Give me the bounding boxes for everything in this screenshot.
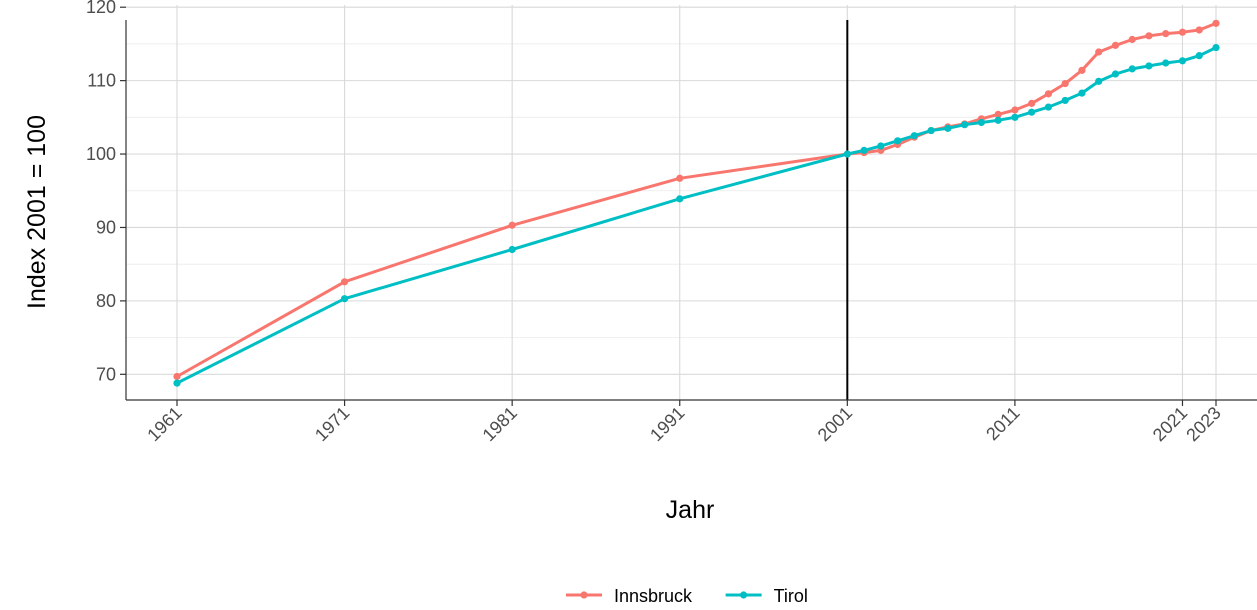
data-point	[1011, 106, 1019, 114]
legend-swatch-point	[740, 591, 748, 599]
y-tick-labels: 70 80 90 100 110 120	[86, 0, 116, 384]
data-point	[1212, 43, 1220, 52]
x-tick-label: 2011	[982, 403, 1024, 445]
data-point	[340, 295, 349, 303]
x-tick-label: 2001	[814, 403, 856, 445]
data-point	[1212, 19, 1220, 27]
data-point	[1095, 77, 1103, 85]
data-point	[910, 132, 918, 140]
data-point	[1044, 103, 1053, 111]
data-point	[1145, 62, 1153, 70]
data-point	[927, 126, 935, 135]
data-point	[1028, 99, 1036, 107]
data-point	[994, 116, 1002, 124]
y-tick-label: 80	[96, 291, 116, 311]
x-tick-label: 1961	[143, 403, 185, 445]
data-point	[1044, 90, 1053, 98]
data-point	[893, 137, 902, 145]
data-point	[977, 118, 985, 127]
x-axis-title: Jahr	[666, 496, 715, 524]
data-point	[1145, 32, 1153, 40]
data-point	[1162, 59, 1170, 67]
data-point	[1111, 70, 1120, 78]
data-point	[1195, 52, 1203, 60]
legend-label: Tirol	[774, 586, 808, 605]
y-tick-label: 100	[86, 144, 116, 164]
data-point	[1128, 35, 1136, 44]
y-axis-title: Index 2001 = 100	[23, 115, 51, 309]
data-point	[1178, 28, 1187, 36]
data-point	[1061, 79, 1069, 88]
data-point	[1028, 108, 1036, 116]
x-tick-label: 1991	[646, 403, 688, 445]
data-point	[340, 278, 349, 286]
legend-label: Innsbruck	[614, 586, 693, 605]
data-point	[1128, 65, 1136, 73]
y-tick-label: 120	[86, 0, 116, 17]
y-tick-label: 90	[96, 217, 116, 237]
legend: Innsbruck Tirol	[566, 586, 808, 606]
y-tick-label: 70	[96, 364, 116, 384]
y-tick-label: 110	[87, 71, 116, 91]
data-point	[1162, 30, 1170, 38]
data-point	[994, 110, 1002, 118]
legend-swatch-point	[580, 591, 588, 599]
data-point	[173, 379, 181, 387]
x-tick-label: 2023	[1182, 403, 1224, 445]
data-point	[843, 150, 851, 158]
x-tick-label: 1971	[311, 403, 353, 445]
legend-item-tirol: Tirol	[725, 586, 808, 606]
data-point	[1061, 96, 1069, 105]
data-point	[1078, 66, 1086, 74]
data-point	[961, 121, 969, 129]
data-point	[1178, 57, 1187, 65]
data-point	[508, 245, 516, 254]
data-point	[860, 146, 868, 154]
data-point	[944, 124, 952, 132]
data-point	[676, 195, 684, 203]
x-tick-label: 2021	[1149, 403, 1191, 445]
x-tick-label: 1981	[479, 403, 521, 445]
data-point	[877, 142, 885, 150]
data-point	[508, 221, 516, 229]
data-point	[676, 174, 684, 182]
data-point	[173, 372, 181, 381]
data-point	[1095, 48, 1103, 56]
panel-background	[126, 5, 1257, 400]
series-group	[173, 19, 1220, 387]
data-point	[1011, 113, 1019, 121]
axes	[120, 6, 1257, 406]
legend-item-innsbruck: Innsbruck	[566, 586, 693, 606]
data-point	[1195, 26, 1203, 34]
series-tirol	[173, 43, 1220, 387]
data-point	[1078, 89, 1086, 97]
data-point	[1111, 41, 1120, 49]
